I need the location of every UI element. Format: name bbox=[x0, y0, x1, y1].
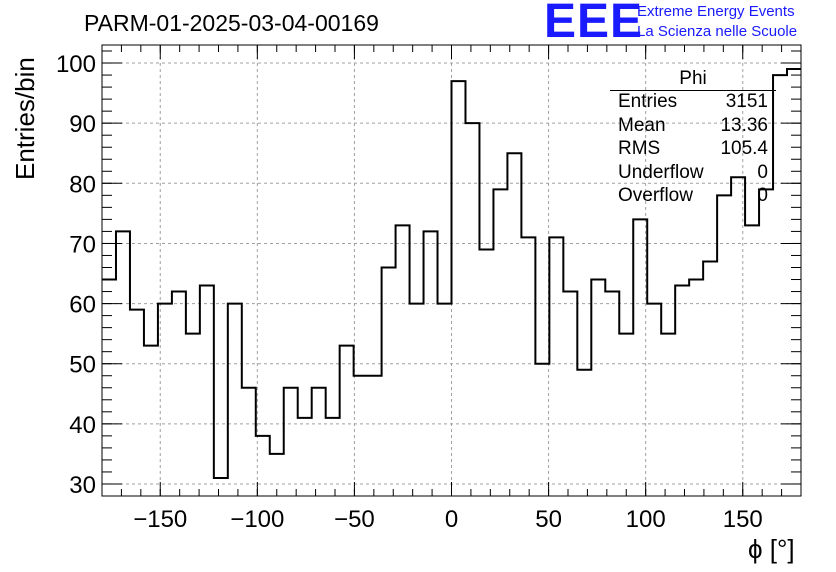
histogram-step-line bbox=[102, 68, 801, 479]
stats-title-rule bbox=[610, 90, 776, 91]
x-tick-label: 0 bbox=[445, 506, 458, 533]
y-tick-label: 70 bbox=[69, 231, 96, 258]
x-tick-label: −100 bbox=[230, 506, 284, 533]
y-tick-label: 80 bbox=[69, 171, 96, 198]
stats-value: 105.4 bbox=[720, 138, 768, 159]
y-tick-label: 30 bbox=[69, 472, 96, 499]
stats-label: Underflow bbox=[618, 161, 704, 183]
chart-title: PARM-01-2025-03-04-00169 bbox=[84, 10, 379, 36]
axis-ticks bbox=[101, 45, 802, 497]
tick-labels: −150 −100 −50 0 50 100 150 30 40 50 60 70 80 90 100 bbox=[56, 51, 763, 533]
stats-value: 0 bbox=[757, 161, 768, 183]
stats-value: 13.36 bbox=[720, 114, 768, 136]
x-tick-label: 150 bbox=[723, 506, 763, 533]
stats-row-mean: Mean 13.36 bbox=[610, 114, 776, 138]
stats-row-rms: RMS 105.4 bbox=[610, 137, 776, 161]
stats-label: RMS bbox=[618, 138, 661, 159]
logo-caption-line2: La Scienza nelle Scuole bbox=[637, 23, 798, 40]
y-axis-label: Entries/bin bbox=[10, 57, 40, 180]
stats-row-underflow: Underflow 0 bbox=[610, 161, 776, 185]
stats-label: Mean bbox=[618, 114, 666, 136]
y-tick-label: 40 bbox=[69, 412, 96, 439]
logo-caption-line1: Extreme Energy Events bbox=[637, 3, 795, 20]
stats-box: Phi Entries 3151 Mean 13.36 RMS 105.4 Under… bbox=[610, 68, 776, 208]
x-tick-label: −150 bbox=[133, 506, 187, 533]
stats-value: 0 bbox=[757, 185, 768, 206]
y-tick-label: 60 bbox=[69, 292, 96, 319]
stats-title: Phi bbox=[610, 68, 776, 91]
x-tick-label: −50 bbox=[334, 506, 375, 533]
x-tick-label: 100 bbox=[626, 506, 666, 533]
stats-label: Overflow bbox=[618, 185, 693, 206]
grid-lines bbox=[102, 45, 801, 496]
eee-logo: EEE bbox=[544, 0, 644, 48]
x-tick-label: 50 bbox=[535, 506, 562, 533]
stats-title-text: Phi bbox=[679, 68, 707, 89]
y-tick-label: 50 bbox=[69, 352, 96, 379]
stats-label: Entries bbox=[618, 91, 678, 112]
x-axis-label: ϕ [°] bbox=[748, 534, 795, 564]
y-tick-label: 90 bbox=[69, 111, 96, 138]
stats-row-entries: Entries 3151 bbox=[610, 90, 776, 114]
stats-value: 3151 bbox=[725, 91, 768, 112]
stats-row-overflow: Overflow 0 bbox=[610, 184, 776, 208]
y-tick-label: 100 bbox=[56, 51, 96, 78]
